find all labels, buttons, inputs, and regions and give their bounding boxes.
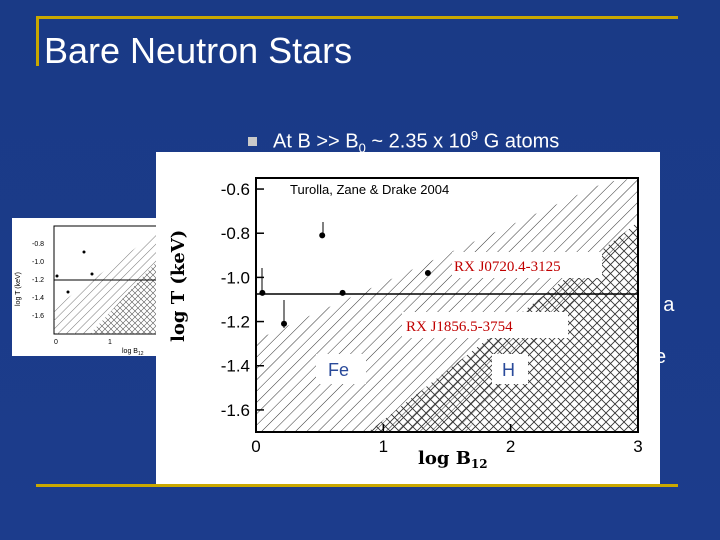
thumb-xtick-2: 1 [108, 339, 112, 346]
label-box-fe [316, 354, 366, 384]
x-tick-label: 1 [379, 437, 388, 456]
thumb-ytick-1: -0.8 [32, 241, 44, 248]
title-rule-left [36, 16, 39, 66]
data-point-3 [319, 232, 326, 239]
bullet-square-icon [248, 136, 257, 146]
thumb-xlabel-text: log B [122, 348, 138, 355]
x-tick-label: 0 [251, 437, 260, 456]
bullet-subscript: 0 [358, 140, 366, 156]
y-tick-label: -1.0 [221, 268, 250, 287]
y-tick-group: -0.6 -0.8 -1.0 -1.2 -1.4 -1.6 [221, 180, 264, 420]
y-tick-label: -1.4 [221, 357, 250, 376]
figure-credit: Turolla, Zane & Drake 2004 [290, 182, 449, 197]
thumb-point-2 [82, 250, 86, 254]
source-label-rxj0720: RX J0720.4-3125 [454, 259, 561, 275]
data-point-4 [339, 289, 346, 296]
label-box-h [492, 354, 528, 384]
thumb-xtick-1: 0 [54, 339, 58, 346]
thumb-ytick-2: -1.0 [32, 259, 44, 266]
thumb-ytick-5: -1.6 [32, 313, 44, 320]
x-axis-label-text: log B [418, 448, 471, 469]
label-box-src2 [402, 312, 568, 338]
region-label-h: H [502, 360, 515, 380]
bottom-rule [36, 484, 678, 487]
bullet-text-suffix: G atoms [478, 130, 560, 153]
y-tick-label: -0.8 [221, 224, 250, 243]
label-box-src1 [452, 252, 602, 278]
thumb-ytick-3: -1.2 [32, 277, 44, 284]
bullet-text-mid: ~ 2.35 x 10 [365, 130, 471, 153]
x-tick-label: 3 [633, 437, 642, 456]
x-tick-group: 0 1 2 3 [251, 424, 643, 456]
x-tick-label: 2 [506, 437, 515, 456]
bullet-text-prefix: At B >> B [273, 130, 359, 153]
bullet-item: At B >> B0 ~ 2.35 x 109 G atoms [248, 128, 559, 156]
y-tick-label: -0.6 [221, 180, 250, 199]
y-tick-label: -1.6 [221, 401, 250, 420]
y-axis-label: log T (keV) [168, 230, 189, 342]
thumb-point-1 [55, 274, 59, 278]
slide-title: Bare Neutron Stars [44, 30, 353, 71]
x-axis-label-sub: 12 [471, 457, 488, 471]
bullet-superscript: 9 [470, 128, 479, 143]
data-points-group [259, 232, 431, 327]
y-tick-label: -1.2 [221, 313, 250, 332]
thumbnail-plot: -0.8 -1.0 -1.2 -1.4 -1.6 log T (keV) 0 1… [15, 225, 161, 357]
hidden-text-fragment-2: e [655, 346, 667, 368]
thumb-ylabel: log T (keV) [15, 272, 22, 306]
x-axis-label: log B12 [418, 448, 488, 471]
region-label-fe: Fe [328, 360, 349, 380]
source-label-rxj1856: RX J1856.5-3754 [406, 319, 513, 335]
thumb-xlabel: log B12 [122, 348, 144, 356]
thumbnail-figure: -0.8 -1.0 -1.2 -1.4 -1.6 log T (keV) 0 1… [12, 218, 164, 357]
thumb-point-3 [90, 272, 94, 276]
thumb-point-4 [66, 290, 70, 294]
data-point-5 [424, 269, 431, 276]
title-rule-top [36, 16, 678, 19]
thumb-xlabel-sub: 12 [138, 351, 144, 356]
plot-frame [255, 177, 639, 433]
thumb-ytick-4: -1.4 [32, 295, 44, 302]
